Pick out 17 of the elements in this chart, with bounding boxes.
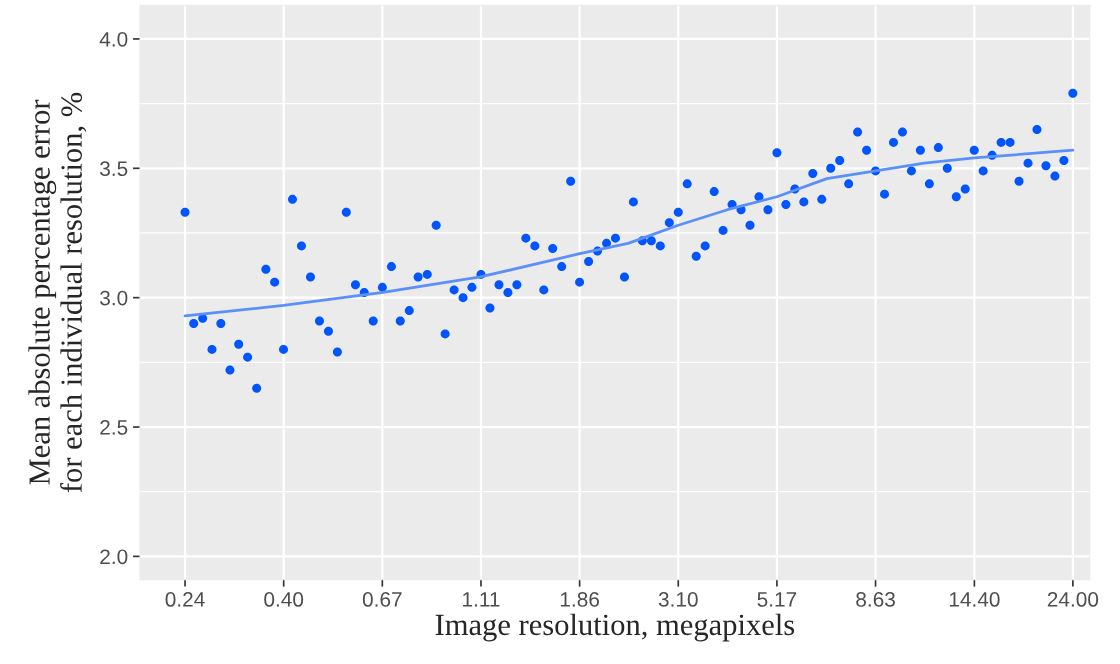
x-tick-label: 1.86 <box>560 592 599 607</box>
x-axis-title: Image resolution, megapixels <box>435 613 795 642</box>
x-tick-label: 24.00 <box>1047 592 1099 607</box>
x-tick-label: 1.11 <box>463 592 500 607</box>
y-tick-label: 2.0 <box>100 549 128 565</box>
y-tick-label: 2.5 <box>100 420 128 435</box>
x-tick-label: 5.17 <box>757 592 797 607</box>
y-tick-label: 4.0 <box>99 31 128 47</box>
x-tick-label: 0.40 <box>264 592 304 607</box>
y-tick-label: 3.5 <box>100 161 128 177</box>
x-tick-label: 8.63 <box>856 592 895 607</box>
x-tick-label: 3.10 <box>658 592 698 607</box>
x-tick-label: 0.24 <box>165 592 205 607</box>
y-axis-title: Mean absolute percentage error for each individual resolution, % <box>28 92 87 493</box>
y-tick-label: 3.0 <box>100 290 128 306</box>
x-tick-label: 0.67 <box>362 592 402 607</box>
x-tick-label: 14.40 <box>949 592 1000 607</box>
